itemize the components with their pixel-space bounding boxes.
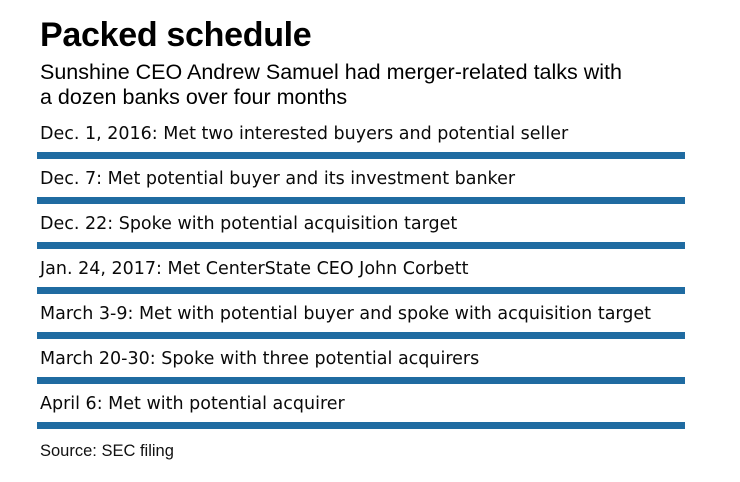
chart-subtitle-line-2: a dozen banks over four months: [40, 85, 348, 109]
timeline-event: April 6: Met with potential acquirer: [40, 394, 345, 414]
timeline-list: Dec. 1, 2016: Met two interested buyers …: [37, 114, 740, 429]
timeline-event: March 3-9: Met with potential buyer and …: [40, 304, 652, 324]
timeline-divider: [37, 287, 685, 294]
timeline-event: Dec. 7: Met potential buyer and its inve…: [40, 169, 516, 189]
timeline-event: Jan. 24, 2017: Met CenterState CEO John …: [40, 259, 469, 279]
timeline-divider: [37, 197, 685, 204]
timeline-divider: [37, 152, 685, 159]
source-note: Source: SEC filing: [40, 442, 174, 460]
chart-subtitle: Sunshine CEO Andrew Samuel had merger-re…: [40, 60, 740, 110]
chart-title: Packed schedule: [40, 16, 312, 54]
timeline-divider: [37, 242, 685, 249]
timeline-event: Dec. 1, 2016: Met two interested buyers …: [40, 124, 569, 144]
timeline-event: March 20-30: Spoke with three potential …: [40, 349, 480, 369]
timeline-divider: [37, 332, 685, 339]
timeline-event: Dec. 22: Spoke with potential acquisitio…: [40, 214, 458, 234]
chart-subtitle-line-1: Sunshine CEO Andrew Samuel had merger-re…: [40, 60, 622, 84]
timeline-divider: [37, 377, 685, 384]
timeline-divider: [37, 422, 685, 429]
